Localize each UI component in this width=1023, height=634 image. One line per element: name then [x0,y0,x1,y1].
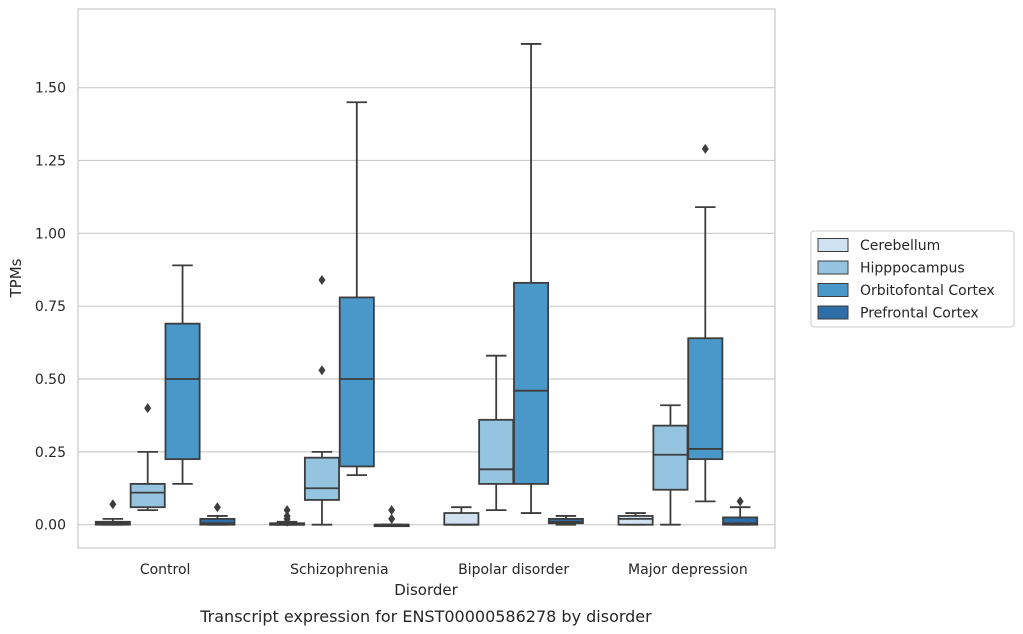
box-cerebellum [443,506,480,526]
box-orbitofontal-cortex [338,101,375,477]
box-iqr [303,456,340,501]
box-hipppocampus [129,403,166,512]
y-axis-title: TPMs [7,258,25,298]
box-iqr [722,516,759,526]
legend-swatch [817,305,849,320]
x-axis-title: Disorder [394,581,458,599]
legend-swatch [817,238,849,252]
box-prefrontal-cortex [199,502,236,526]
y-tick-label: 1.00 [35,226,66,242]
box-cerebellum [617,512,654,526]
outlier-point [318,365,326,376]
outlier-point [283,505,291,516]
outlier-point [736,496,744,507]
x-tick-label: Schizophrenia [290,562,388,578]
outlier-point [388,513,396,524]
y-tick-label: 0.75 [35,299,66,315]
box-iqr [164,322,201,461]
box-orbitofontal-cortex [687,143,724,503]
chart-caption: Transcript expression for ENST0000058627… [199,607,652,626]
outlier-point [388,505,396,516]
outlier-point [283,510,291,521]
box-iqr [338,296,375,468]
box-iqr [478,418,515,485]
legend-swatch [817,260,849,275]
box-iqr [617,515,654,526]
y-tick-label: 1.50 [35,81,66,97]
box-prefrontal-cortex [547,515,584,526]
box-hipppocampus [652,404,689,526]
box-orbitofontal-cortex [164,264,201,485]
legend-label: Orbitofontal Cortex [860,283,995,299]
box-iqr [652,424,689,491]
box-hipppocampus [303,274,340,526]
plot-frame [77,8,776,549]
x-tick-labels: Control Schizophrenia Bipolar disorder Majo… [140,562,748,578]
outlier-point [213,502,221,513]
box-iqr [129,483,166,509]
outlier-point [109,499,117,510]
box-hipppocampus [478,354,515,512]
legend: Cerebellum Hipppocampus Orbitofontal Corte… [810,230,1015,328]
y-tick-label: 1.25 [35,154,66,170]
box-iqr [513,281,550,485]
boxes [94,43,759,528]
outlier-point [701,143,709,154]
outlier-point [144,403,152,414]
box-cerebellum [94,499,131,526]
outlier-point [318,274,326,285]
x-tick-label: Bipolar disorder [458,562,569,578]
legend-label: Hipppocampus [860,261,965,277]
legend-label: Cerebellum [860,238,940,254]
box-prefrontal-cortex [722,496,759,526]
y-tick-label: 0.25 [35,445,66,461]
box-iqr [443,512,480,526]
box-iqr [687,337,724,461]
legend-swatch [817,283,849,297]
box-orbitofontal-cortex [513,43,550,514]
legend-frame [810,230,1015,328]
y-tick-label: 0.50 [35,372,66,388]
y-tick-labels: 0.00 0.25 0.50 0.75 1.00 1.25 1.50 [35,81,66,534]
x-tick-label: Control [140,562,191,578]
box-iqr [199,517,236,526]
box-cerebellum [269,505,306,527]
y-tick-label: 0.00 [35,518,66,534]
x-tick-label: Major depression [628,562,748,578]
box-prefrontal-cortex [373,505,410,528]
legend-label: Prefrontal Cortex [860,306,979,322]
